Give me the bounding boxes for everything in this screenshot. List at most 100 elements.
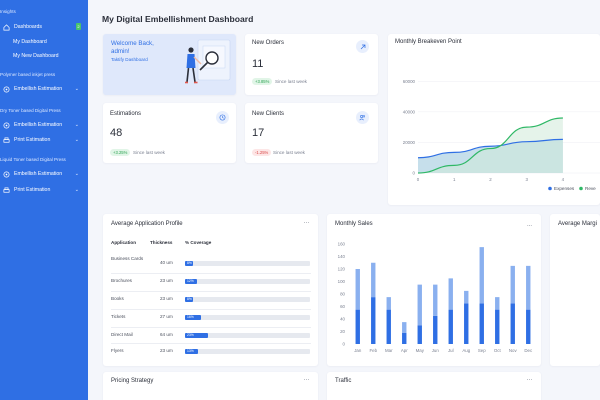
chevron-down-icon: ⌄ — [74, 137, 79, 143]
monthly-sales-card: Monthly Sales 0 20 40 60 80 100 120 140 160 Jan Fe… — [327, 214, 541, 366]
y-tick-label: 160 — [338, 242, 346, 247]
x-tick-label: Apr — [401, 348, 408, 353]
bar-segment — [386, 297, 391, 310]
change-chip: +3.25% — [110, 149, 131, 156]
more-menu-button[interactable]: ... — [303, 376, 310, 382]
app-name-cell: Flyers — [111, 348, 124, 353]
coverage-bar-track — [185, 315, 310, 320]
app-name-cell: Tickets — [111, 314, 126, 319]
y-tick-label: 140 — [338, 254, 346, 259]
y-tick-label: 60000 — [403, 79, 416, 84]
bar-segment — [510, 265, 515, 304]
sidebar-item-embellish-estimation-2[interactable]: Embellish Estimation ⌄ — [0, 119, 88, 131]
sidebar-item-embellish-estimation-1[interactable]: Embellish Estimation ⌄ — [0, 83, 88, 95]
new-orders-card: New Orders 11 +3.85% Since last week — [245, 34, 378, 95]
arrow-up-right-icon — [356, 40, 369, 53]
bar-segment — [448, 309, 453, 344]
app-profile-card: Average Application Profile ... Applicat… — [103, 214, 318, 366]
change-chip: +3.85% — [252, 78, 273, 85]
bar-segment — [510, 303, 515, 344]
thickness-cell: 23 um — [160, 296, 173, 301]
stat-value: 17 — [252, 127, 265, 139]
welcome-line-1: Welcome Back, — [111, 40, 154, 47]
x-tick-label: Nov — [509, 348, 518, 353]
legend-label: Reve — [585, 186, 596, 191]
coverage-bar-fill: 23% — [185, 333, 208, 338]
bar-segment — [402, 322, 407, 333]
card-title: Average Application Profile — [111, 221, 183, 227]
sidebar-item-label: Embellish Estimation — [14, 122, 63, 128]
since-text: Since last week — [275, 79, 307, 84]
series-line-reve — [417, 117, 563, 174]
clock-icon — [216, 111, 229, 124]
bar-segment — [402, 332, 407, 344]
change-chip: -1.25% — [252, 149, 272, 156]
sidebar-item-dashboards[interactable]: Dashboards 2 — [0, 21, 88, 33]
dashboard-icon — [3, 23, 10, 31]
sidebar-section-insights: Insights — [0, 9, 16, 14]
y-tick-label: 0 — [343, 342, 346, 347]
col-header-application: Application — [111, 240, 137, 245]
target-icon — [3, 171, 10, 178]
dashboards-badge: 2 — [76, 23, 81, 30]
bar-segment — [526, 265, 531, 310]
bar-segment — [371, 262, 376, 298]
sidebar-item-my-new-dashboard[interactable]: My New Dashboard — [13, 53, 59, 59]
sidebar: Insights Dashboards 2 My Dashboard My Ne… — [0, 0, 88, 400]
sidebar-item-label: Print Estimation — [14, 187, 51, 193]
x-tick-label: Jun — [432, 348, 440, 353]
x-tick-label: Aug — [462, 348, 470, 353]
row-divider — [111, 309, 311, 310]
thickness-cell: 23 um — [160, 348, 173, 353]
x-tick-label: Mar — [385, 348, 393, 353]
sidebar-item-embellish-estimation-3[interactable]: Embellish Estimation ⌄ — [0, 168, 88, 180]
since-text: Since last week — [133, 150, 165, 155]
more-menu-button[interactable]: ... — [526, 376, 533, 382]
page-title: My Digital Embellishment Dashboard — [102, 14, 254, 24]
more-menu-button: ... — [527, 222, 532, 228]
bar-segment — [464, 303, 469, 344]
bar-segment — [495, 309, 500, 344]
app-name-cell: Brochures — [111, 278, 132, 283]
bar-segment — [464, 290, 469, 304]
breakeven-chart: 0 20000 40000 60000 0 1 2 3 4 Expenses Reve — [403, 79, 600, 191]
welcome-card: Welcome Back, admin! Taktify Dashboard — [103, 34, 236, 95]
average-margin-card: Average Margi — [550, 214, 600, 366]
stat-value: 11 — [252, 58, 264, 70]
sidebar-item-print-estimation-1[interactable]: Print Estimation ⌄ — [0, 134, 88, 146]
monthly-sales-chart: 0 20 40 60 80 100 120 140 160 Jan Feb Mar Apr May Jun J… — [338, 222, 533, 353]
y-tick-label: 20000 — [403, 140, 416, 145]
x-tick-label: Jul — [448, 348, 454, 353]
y-tick-label: 120 — [338, 267, 346, 272]
app-name-cell: Direct Mail — [111, 332, 133, 337]
chevron-down-icon: ⌄ — [74, 122, 79, 128]
card-title: Traffic — [335, 378, 352, 384]
bar-segment — [479, 303, 484, 344]
bar-segment — [371, 297, 376, 344]
row-divider — [111, 291, 311, 292]
welcome-greeting: Welcome Back, admin! — [111, 40, 154, 56]
thickness-cell: 23 um — [160, 278, 173, 283]
welcome-illustration — [185, 39, 231, 84]
sidebar-item-my-dashboard[interactable]: My Dashboard — [13, 39, 47, 45]
card-title: Monthly Sales — [335, 221, 373, 227]
row-divider — [111, 327, 311, 328]
y-tick-label: 100 — [338, 279, 346, 284]
card-title: Estimations — [110, 111, 142, 117]
more-menu-button[interactable]: ... — [303, 219, 310, 225]
sidebar-section-liquid-toner: Liquid Toner based Digital Press — [0, 157, 66, 162]
y-tick-label: 40000 — [403, 109, 416, 114]
y-tick-label: 80 — [340, 292, 345, 297]
card-title: Monthly Breakeven Point — [395, 39, 462, 45]
printer-icon — [3, 137, 10, 144]
y-tick-label: 0 — [413, 171, 416, 176]
card-title: Average Margi — [558, 221, 597, 227]
coverage-bar-track — [185, 349, 310, 354]
sidebar-item-print-estimation-2[interactable]: Print Estimation ⌄ — [0, 184, 88, 196]
target-icon — [3, 86, 10, 93]
row-divider — [111, 343, 311, 344]
series-area-reve — [418, 117, 563, 173]
estimations-card: Estimations 48 +3.25% Since last week — [103, 103, 236, 163]
bar-segment — [479, 247, 484, 304]
bar-segment — [433, 315, 438, 344]
